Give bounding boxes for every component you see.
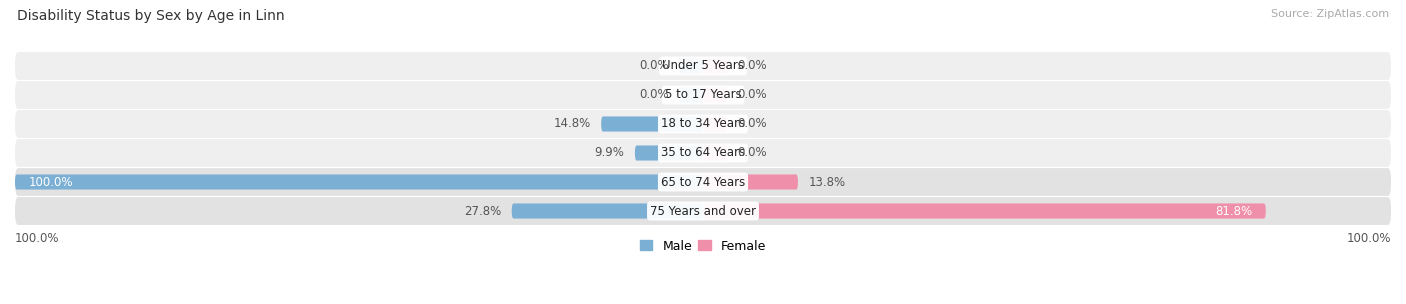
FancyBboxPatch shape [15,197,1391,225]
Text: 65 to 74 Years: 65 to 74 Years [661,175,745,188]
FancyBboxPatch shape [15,168,1391,196]
FancyBboxPatch shape [703,174,799,190]
FancyBboxPatch shape [15,52,1391,80]
Text: 0.0%: 0.0% [737,60,768,72]
Text: 81.8%: 81.8% [1215,205,1251,217]
Text: 9.9%: 9.9% [595,147,624,160]
Text: 14.8%: 14.8% [554,117,591,130]
FancyBboxPatch shape [703,58,727,74]
FancyBboxPatch shape [15,174,703,190]
Text: 35 to 64 Years: 35 to 64 Years [661,147,745,160]
Text: Under 5 Years: Under 5 Years [662,60,744,72]
Text: 0.0%: 0.0% [638,88,669,102]
FancyBboxPatch shape [15,139,1391,167]
Text: 27.8%: 27.8% [464,205,502,217]
Text: 100.0%: 100.0% [1347,232,1391,245]
Text: 0.0%: 0.0% [737,117,768,130]
Text: 100.0%: 100.0% [28,175,73,188]
FancyBboxPatch shape [636,145,703,161]
FancyBboxPatch shape [512,203,703,219]
FancyBboxPatch shape [703,116,727,132]
FancyBboxPatch shape [703,203,1265,219]
Text: 5 to 17 Years: 5 to 17 Years [665,88,741,102]
FancyBboxPatch shape [602,116,703,132]
FancyBboxPatch shape [703,145,727,161]
FancyBboxPatch shape [15,110,1391,138]
FancyBboxPatch shape [679,88,703,102]
Text: 0.0%: 0.0% [638,60,669,72]
FancyBboxPatch shape [703,88,727,102]
Text: Source: ZipAtlas.com: Source: ZipAtlas.com [1271,9,1389,19]
Text: 100.0%: 100.0% [15,232,59,245]
FancyBboxPatch shape [679,58,703,74]
Text: 0.0%: 0.0% [737,147,768,160]
Text: 75 Years and over: 75 Years and over [650,205,756,217]
Legend: Male, Female: Male, Female [636,235,770,257]
Text: 18 to 34 Years: 18 to 34 Years [661,117,745,130]
Text: 13.8%: 13.8% [808,175,845,188]
FancyBboxPatch shape [15,81,1391,109]
Text: 0.0%: 0.0% [737,88,768,102]
Text: Disability Status by Sex by Age in Linn: Disability Status by Sex by Age in Linn [17,9,284,23]
